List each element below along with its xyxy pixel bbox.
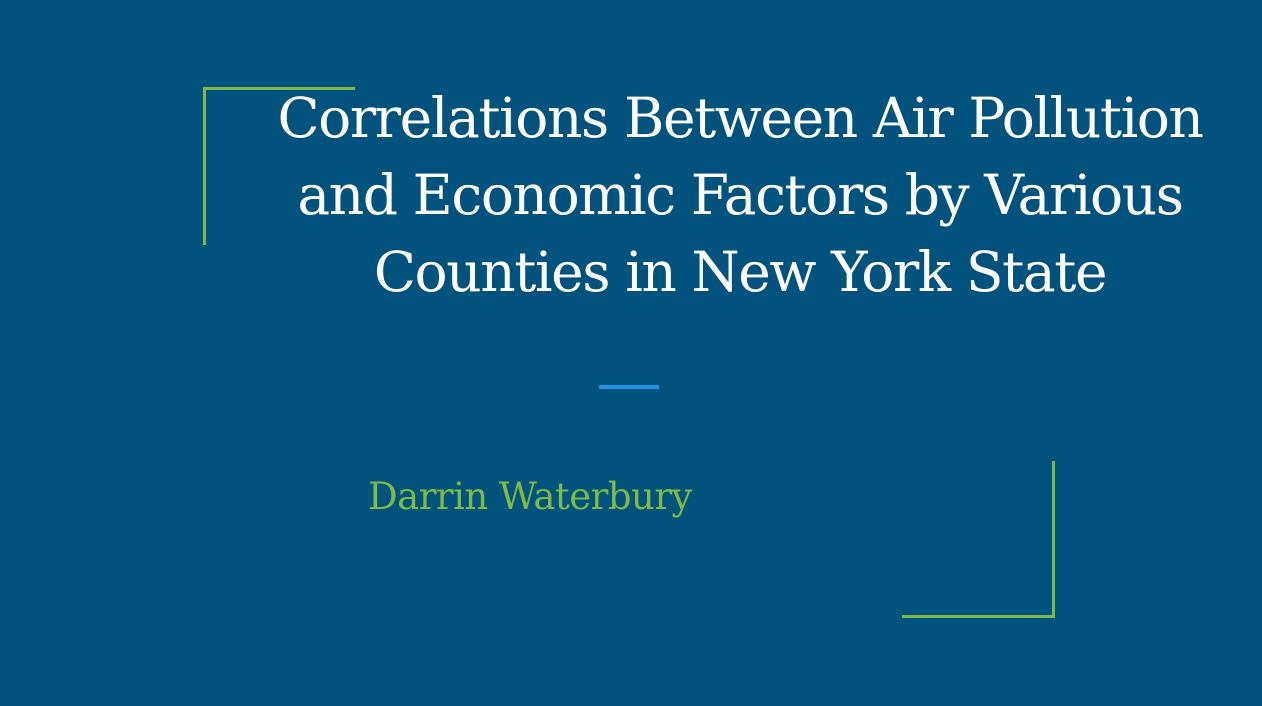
title-accent-bar [599,385,659,389]
top-left-bracket-horizontal [203,87,355,90]
top-left-bracket-vertical [203,87,206,245]
bottom-right-bracket-vertical [1052,461,1055,618]
slide-subtitle[interactable]: Darrin Waterbury [368,475,692,518]
bottom-right-bracket-horizontal [902,615,1055,618]
slide-title[interactable]: Correlations Between Air Pollution and E… [277,86,1204,304]
